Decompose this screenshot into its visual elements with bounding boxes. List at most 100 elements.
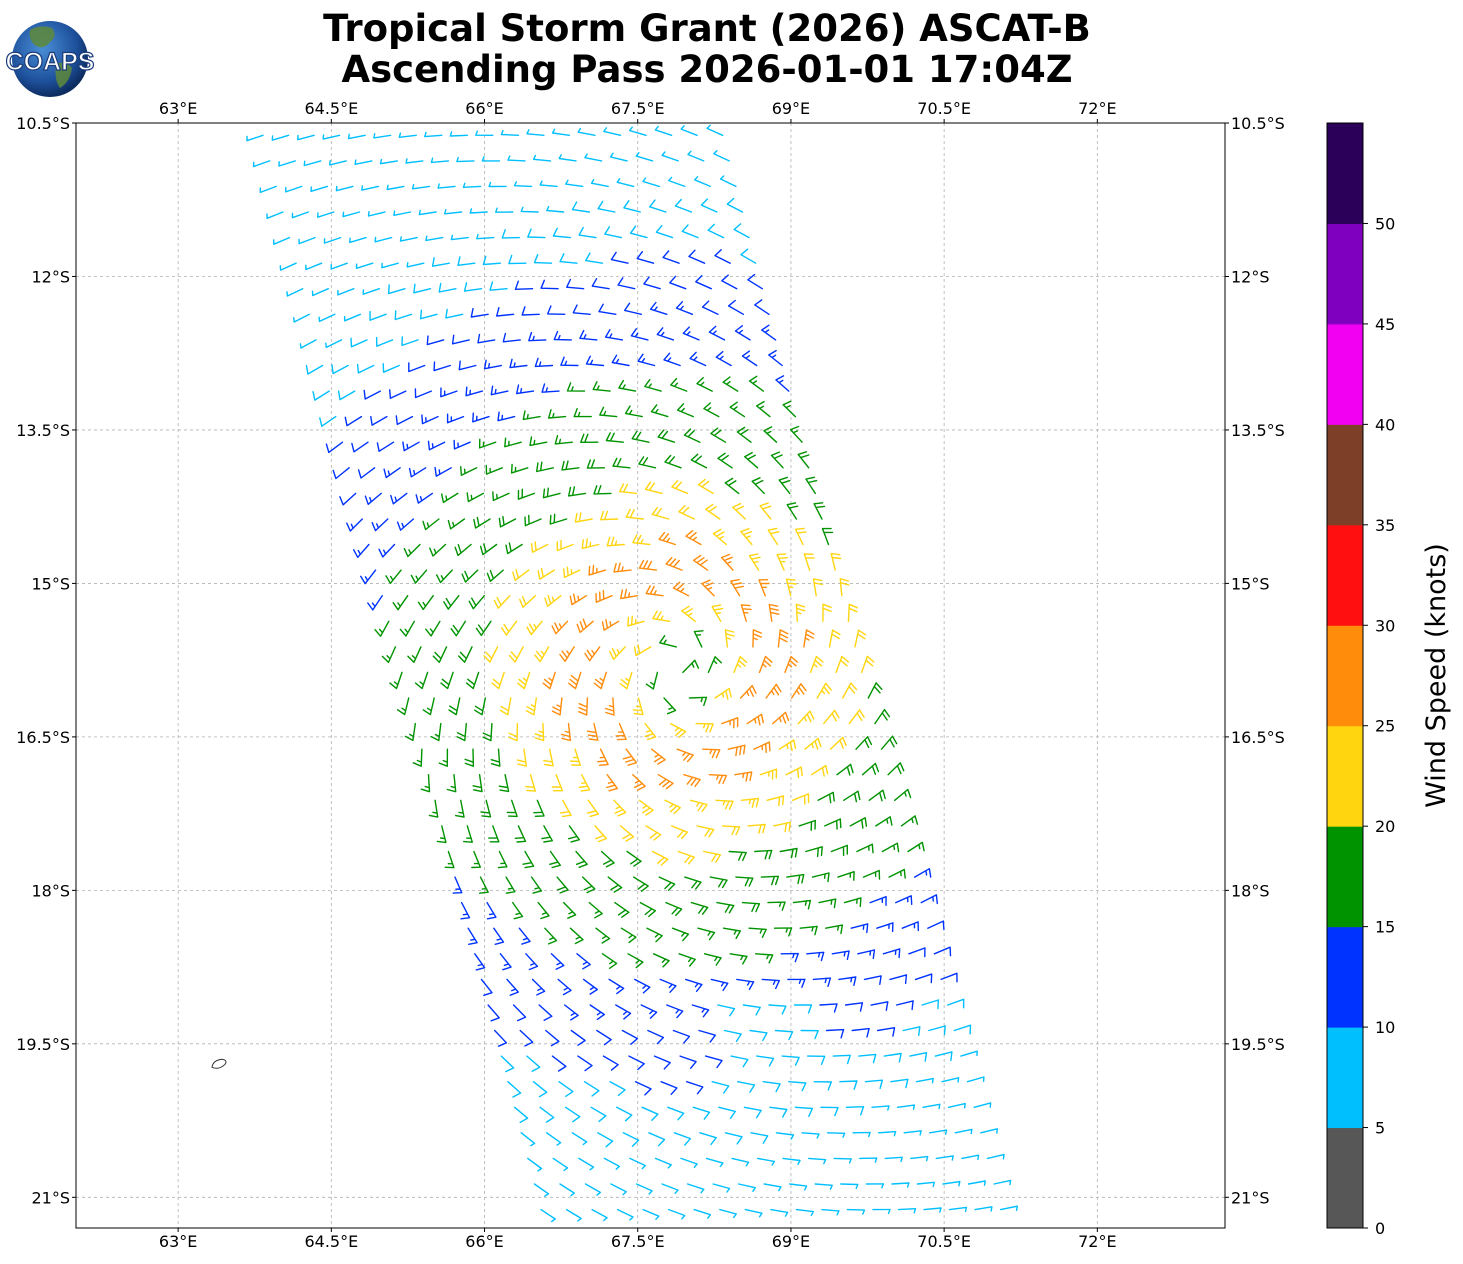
wind-barb [347, 133, 366, 140]
wind-barb [303, 160, 322, 167]
wind-barb [381, 262, 399, 269]
wind-barb [299, 339, 317, 349]
wind-barb [619, 483, 638, 495]
wind-barb [479, 543, 498, 556]
wind-barb [680, 125, 698, 136]
wind-barb [789, 1183, 808, 1191]
logo-text: COAPS [6, 48, 95, 76]
wind-barb [825, 1028, 845, 1039]
wind-barb [357, 467, 376, 479]
wind-barb [781, 1055, 800, 1066]
wind-barb [376, 441, 395, 452]
wind-barb [654, 125, 673, 136]
wind-barb [733, 223, 750, 239]
colorbar-frame [1326, 122, 1364, 1229]
wind-barb [425, 235, 444, 242]
wind-barb [774, 1029, 794, 1041]
wind-barb [444, 850, 455, 869]
wind-barb [786, 873, 805, 885]
wind-barb [663, 697, 677, 715]
wind-barb [787, 978, 806, 988]
wind-barb [584, 1183, 601, 1196]
wind-barb [609, 646, 626, 660]
wind-barb [704, 1055, 723, 1069]
wind-barb [530, 541, 549, 553]
wind-barb [648, 1132, 666, 1147]
wind-barb [658, 876, 676, 891]
wind-barb [651, 850, 669, 866]
wind-barb [624, 405, 643, 418]
lon-tick-label-top: 72°E [1078, 99, 1116, 118]
wind-barb [607, 876, 623, 893]
lat-tick-label-left: 18°S [31, 881, 70, 900]
colorbar-tick-label: 40 [1375, 415, 1395, 434]
colorbar-label: Wind Speed (knots) [1421, 543, 1452, 808]
wind-barb [516, 748, 527, 767]
wind-barb [711, 604, 724, 622]
wind-barb [868, 789, 886, 802]
lon-tick-label-top: 64.5°E [304, 99, 358, 118]
wind-barb [385, 569, 402, 584]
wind-barb [780, 952, 799, 963]
wind-barb [483, 646, 499, 663]
wind-barb [632, 534, 651, 546]
wind-barb [373, 133, 392, 139]
wind-barb [568, 671, 582, 690]
wind-barb [656, 327, 675, 341]
wind-barb [726, 197, 744, 213]
wind-barb [651, 748, 666, 765]
wind-barb [794, 527, 807, 546]
wind-barb [624, 302, 642, 315]
wind-barb [278, 160, 296, 167]
wind-barb [418, 209, 437, 216]
wind-barb [597, 748, 609, 766]
wind-barb [851, 1027, 870, 1038]
wind-barb [322, 134, 341, 140]
wind-barb [571, 201, 590, 213]
wind-barb [675, 301, 694, 315]
wind-barb [651, 506, 670, 520]
colorbar-bin [1327, 725, 1363, 827]
wind-barb [465, 671, 480, 690]
wind-barb [537, 901, 550, 920]
wind-barb [862, 869, 881, 880]
wind-barb [649, 301, 668, 315]
lon-tick-label-bottom: 69°E [772, 1232, 810, 1251]
wind-barb [548, 409, 567, 419]
wind-barb [794, 1106, 814, 1117]
wind-barb [695, 275, 712, 290]
wind-barb [371, 518, 389, 532]
wind-barb [750, 1132, 769, 1144]
wind-barb [526, 620, 543, 636]
colorbar-tick-label: 15 [1375, 918, 1395, 937]
wind-barb [727, 744, 746, 757]
wind-barb [927, 920, 945, 931]
wind-barb [551, 1055, 567, 1072]
wind-barb [720, 553, 734, 571]
wind-barb [551, 697, 563, 716]
wind-barb [588, 564, 607, 576]
wind-barb [512, 569, 530, 581]
wind-barb [541, 825, 553, 843]
wind-barb [649, 199, 667, 213]
colorbar-tick-label: 25 [1375, 717, 1395, 736]
wind-barb [582, 876, 596, 894]
wind-barb [604, 226, 623, 239]
wind-barb [699, 1132, 717, 1146]
wind-barb [601, 953, 618, 969]
wind-barb [525, 697, 537, 716]
wind-barb [722, 927, 741, 940]
wind-barb [405, 158, 424, 164]
wind-barb [549, 850, 561, 869]
wind-barb [734, 771, 753, 782]
wind-barb [305, 364, 324, 375]
wind-barb [627, 615, 645, 627]
wind-barb [681, 224, 699, 239]
wind-barb [915, 1077, 934, 1084]
wind-barb [445, 308, 464, 319]
wind-barb [822, 603, 832, 622]
wind-barb [768, 1004, 787, 1015]
wind-barb [293, 313, 311, 323]
title-line-1: Tropical Storm Grant (2026) ASCAT-B [323, 7, 1091, 50]
wind-barb [948, 1206, 968, 1213]
